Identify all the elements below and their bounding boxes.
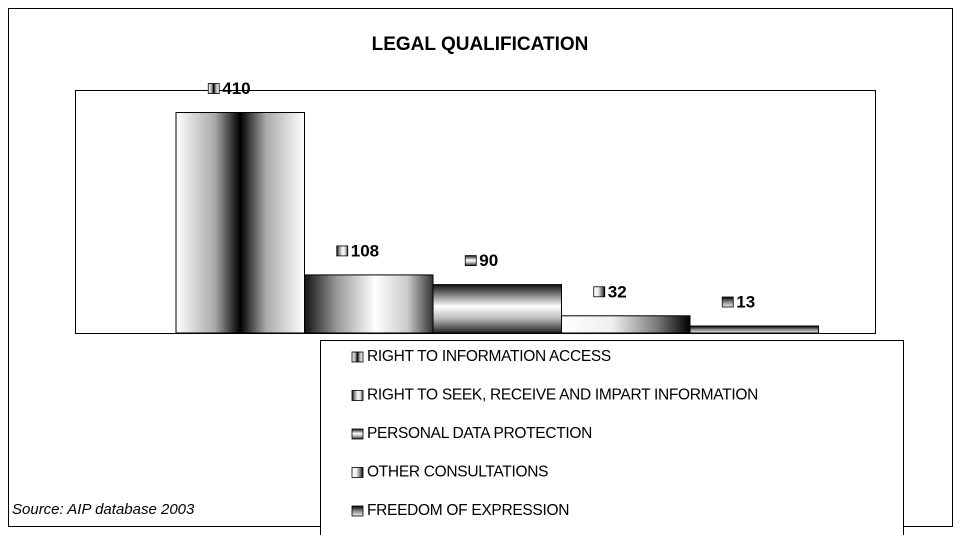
legend-swatch: [351, 428, 364, 440]
bar: [304, 274, 434, 334]
label-swatch: [207, 83, 220, 94]
data-label: 108: [351, 241, 379, 260]
source-note: Source: AIP database 2003: [12, 501, 195, 518]
legend-label: FREEDOM OF EXPRESSION: [367, 502, 569, 519]
legend-label: RIGHT TO INFORMATION ACCESS: [367, 348, 611, 365]
label-swatch: [593, 286, 606, 298]
label-swatch: [721, 296, 734, 308]
legend-swatch: [351, 467, 364, 478]
bar: [561, 315, 691, 334]
data-label: 90: [479, 251, 498, 270]
bar: [432, 284, 562, 334]
legend-swatch: [351, 390, 364, 401]
label-swatch: [336, 245, 349, 257]
chart-title: LEGAL QUALIFICATION: [372, 34, 589, 55]
data-label: 13: [736, 292, 755, 311]
legend-swatch: [351, 505, 364, 517]
bar: [689, 325, 819, 334]
data-label: 410: [222, 79, 250, 98]
legend-swatch: [351, 351, 364, 363]
legend-label: RIGHT TO SEEK, RECEIVE AND IMPART INFORM…: [367, 387, 758, 404]
label-swatch: [464, 255, 477, 267]
legend-frame: [320, 340, 904, 535]
legend-label: OTHER CONSULTATIONS: [367, 464, 548, 481]
data-label: 32: [608, 282, 627, 301]
bar: [175, 112, 305, 334]
legend-label: PERSONAL DATA PROTECTION: [367, 425, 592, 442]
